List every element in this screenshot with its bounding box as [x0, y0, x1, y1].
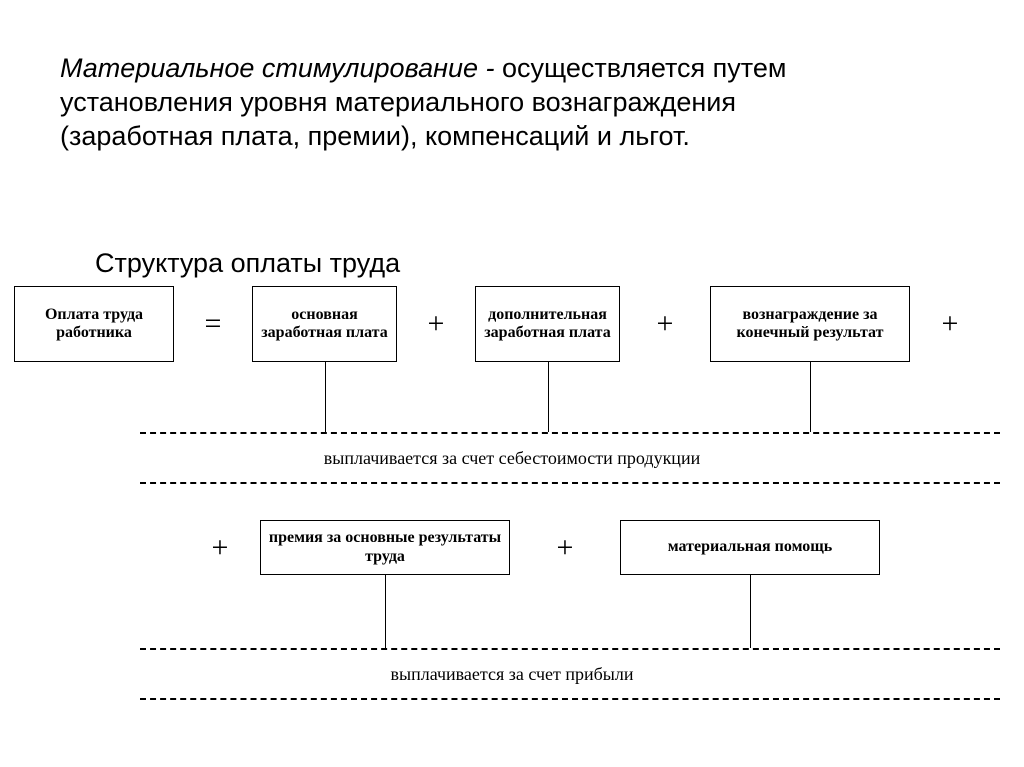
dashed-line: [140, 698, 1000, 700]
dashed-line: [140, 432, 1000, 434]
box-pay-employee: Оплата труда работника: [14, 286, 174, 362]
box-bonus: премия за основные результаты труда: [260, 520, 510, 575]
plus-sign: +: [657, 309, 674, 339]
box-material-aid: материальная помощь: [620, 520, 880, 575]
connector: [750, 575, 751, 648]
lead-text: Материальное стимулирование -: [60, 53, 494, 83]
dashed-line: [140, 482, 1000, 484]
plus-sign: +: [212, 533, 229, 563]
slide: Материальное стимулирование - осуществля…: [0, 0, 1024, 767]
intro-paragraph: Материальное стимулирование - осуществля…: [60, 52, 880, 153]
box-additional-salary: дополни­тельная заработная плата: [475, 286, 620, 362]
connector: [548, 362, 549, 432]
box-final-result-reward: вознаграждение за конечный результат: [710, 286, 910, 362]
plus-sign: +: [557, 533, 574, 563]
plus-sign: +: [942, 309, 959, 339]
caption-cost: выплачивается за счет себестоимости прод…: [0, 448, 1024, 469]
connector: [385, 575, 386, 648]
plus-sign: +: [428, 309, 445, 339]
connector: [810, 362, 811, 432]
equals-sign: =: [205, 309, 222, 339]
connector: [325, 362, 326, 432]
subtitle: Структура оплаты труда: [95, 248, 400, 279]
dashed-line: [140, 648, 1000, 650]
caption-profit: выплачивается за счет прибыли: [0, 664, 1024, 685]
box-base-salary: основная заработная плата: [252, 286, 397, 362]
